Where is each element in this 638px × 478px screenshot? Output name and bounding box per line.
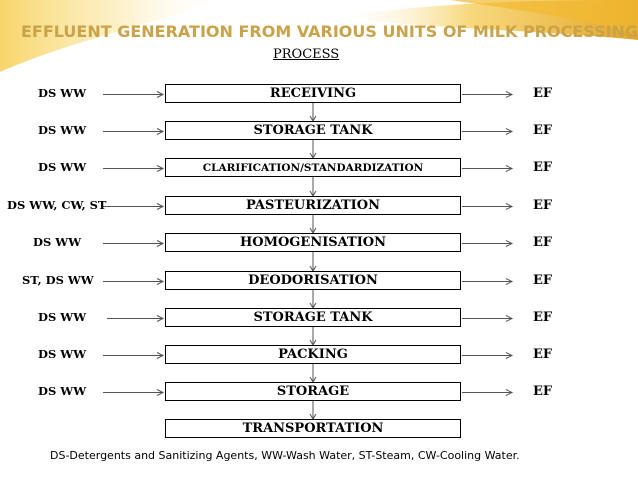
input-arrow-head (156, 165, 165, 172)
process-box-receiving: RECEIVING (165, 84, 461, 103)
input-label-clarification: DS WW (38, 160, 87, 174)
output-label-storage-tank: EF (533, 123, 553, 138)
input-label-receiving: DS WW (38, 86, 87, 100)
input-arrow-head (156, 315, 165, 322)
output-label-storage-tank-2: EF (533, 310, 553, 325)
process-heading: PROCESS (273, 47, 340, 62)
output-arrow-head (505, 315, 514, 322)
process-box-clarification: CLARIFICATION/STANDARDIZATION (165, 158, 461, 177)
process-box-homogenisation: HOMOGENISATION (165, 233, 461, 252)
output-label-pasteurization: EF (533, 198, 553, 213)
input-arrow-head (156, 203, 165, 210)
input-label-homogenisation: DS WW (33, 235, 82, 249)
header-banner: EFFLUENT GENERATION FROM VARIOUS UNITS O… (0, 0, 638, 78)
input-label-storage-tank: DS WW (38, 123, 87, 137)
output-label-packing: EF (533, 347, 553, 362)
input-arrow-head (156, 91, 165, 98)
process-box-deodorisation: DEODORISATION (165, 271, 461, 290)
input-arrow-head (156, 389, 165, 396)
page-title: EFFLUENT GENERATION FROM VARIOUS UNITS O… (21, 22, 638, 41)
output-arrow-head (505, 203, 514, 210)
output-arrow-head (505, 128, 514, 135)
output-label-receiving: EF (533, 86, 553, 101)
process-box-storage-tank: STORAGE TANK (165, 121, 461, 140)
input-label-deodorisation: ST, DS WW (22, 273, 94, 287)
input-arrow-head (156, 128, 165, 135)
input-arrow-head (156, 352, 165, 359)
output-label-deodorisation: EF (533, 273, 553, 288)
legend-footnote: DS-Detergents and Sanitizing Agents, WW-… (50, 449, 520, 462)
output-arrow-head (505, 389, 514, 396)
output-arrow-head (505, 278, 514, 285)
process-box-pasteurization: PASTEURIZATION (165, 196, 461, 215)
process-box-storage: STORAGE (165, 382, 461, 401)
process-box-storage-tank-2: STORAGE TANK (165, 308, 461, 327)
input-label-storage-tank-2: DS WW (38, 310, 87, 324)
input-arrow-head (156, 240, 165, 247)
output-label-storage: EF (533, 384, 553, 399)
output-arrow-head (505, 352, 514, 359)
input-label-pasteurization: DS WW, CW, ST (7, 198, 107, 212)
banner-decoration (0, 0, 638, 72)
input-label-storage: DS WW (38, 384, 87, 398)
output-label-clarification: EF (533, 160, 553, 175)
output-label-homogenisation: EF (533, 235, 553, 250)
output-arrow-head (505, 240, 514, 247)
output-arrow-head (505, 91, 514, 98)
input-arrow-head (156, 278, 165, 285)
input-label-packing: DS WW (38, 347, 87, 361)
process-box-packing: PACKING (165, 345, 461, 364)
output-arrow-head (505, 165, 514, 172)
process-box-transportation: TRANSPORTATION (165, 419, 461, 438)
